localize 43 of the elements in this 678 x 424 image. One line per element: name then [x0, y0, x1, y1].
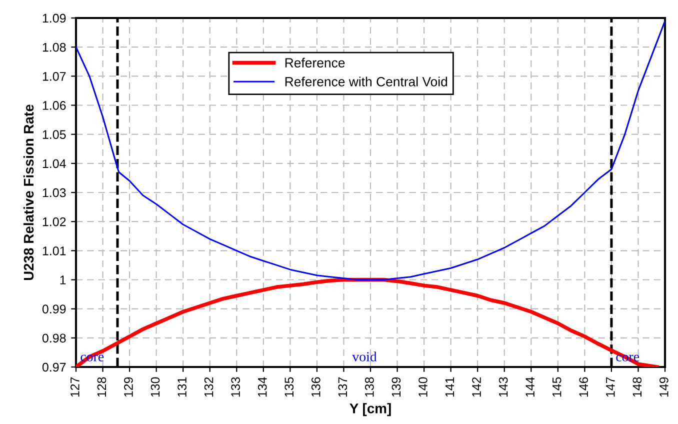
x-tick-label: 128: [97, 377, 106, 397]
y-tick-label: 1.04: [42, 159, 66, 168]
x-tick-label: 141: [445, 377, 454, 397]
y-tick-label: 1: [60, 276, 66, 284]
y-tick-label: 1.01: [42, 246, 66, 256]
x-tick-label: 137: [338, 377, 348, 397]
x-tick-label: 132: [204, 377, 214, 397]
y-axis-title: U238 Relative Fission Rate: [23, 104, 34, 280]
x-tick-label: 147: [606, 377, 615, 397]
x-tick-label: 142: [472, 377, 481, 397]
x-tick-label: 127: [70, 377, 80, 397]
y-tick-label: 1.03: [42, 188, 66, 198]
x-tick-label: 140: [418, 377, 428, 397]
y-tick-label: 0.97: [42, 362, 66, 372]
x-tick-label: 139: [392, 377, 401, 397]
x-tick-label: 130: [150, 377, 160, 397]
x-axis-title: Y [cm]: [350, 403, 391, 416]
x-tick-label: 146: [579, 377, 588, 397]
x-tick-label: 149: [660, 377, 668, 397]
y-tick-label: 1.06: [42, 101, 66, 110]
legend-label: Reference with Central Void: [285, 76, 448, 86]
x-tick-label: 134: [258, 377, 267, 397]
line-series: [76, 20, 665, 281]
x-tick-label: 133: [231, 377, 240, 397]
y-tick-label: 1.08: [42, 42, 66, 52]
x-tick-label: 129: [124, 377, 133, 397]
x-tick-label: 145: [552, 377, 562, 397]
y-tick-label: 1.02: [42, 217, 66, 226]
x-tick-label: 135: [284, 377, 294, 397]
y-tick-label: 1.05: [42, 130, 66, 139]
x-tick-label: 131: [178, 377, 186, 397]
x-tick-label: 138: [365, 377, 374, 397]
y-tick-label: 0.98: [42, 334, 66, 343]
x-tick-label: 143: [498, 377, 508, 397]
y-tick-label: 0.99: [42, 304, 66, 314]
y-tick-label: 1.09: [42, 14, 66, 23]
x-tick-label: 144: [526, 377, 534, 397]
line-series: [76, 278, 659, 367]
x-tick-label: 136: [311, 377, 320, 397]
x-tick-label: 148: [632, 377, 642, 397]
legend-label: Reference: [285, 58, 345, 68]
annotation: void: [352, 352, 377, 362]
y-tick-label: 1.07: [42, 72, 66, 81]
